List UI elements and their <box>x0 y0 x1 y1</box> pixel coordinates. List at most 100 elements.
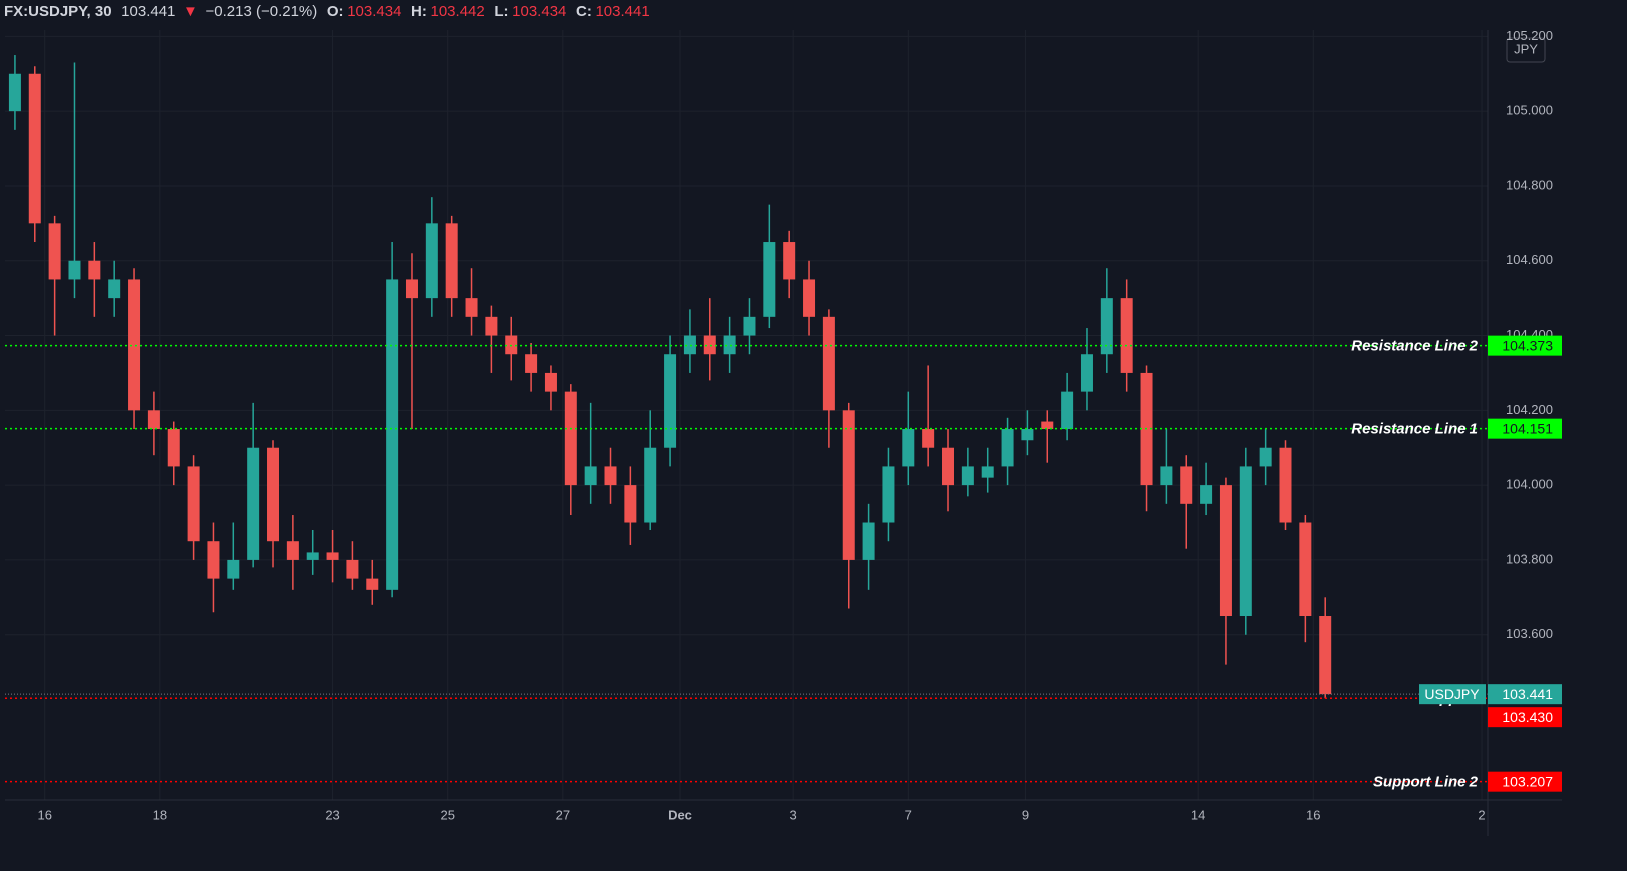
x-tick-label: 16 <box>37 807 51 822</box>
candle-body <box>267 447 280 542</box>
candle-body <box>564 391 577 486</box>
candle-body <box>1041 421 1054 430</box>
candle-body <box>644 447 657 523</box>
candle-body <box>405 279 418 299</box>
candle-body <box>683 335 696 355</box>
x-tick-label: 2 <box>1478 807 1485 822</box>
candle-body <box>1120 298 1133 373</box>
low-value: 103.434 <box>512 3 566 20</box>
high-label: H: <box>411 3 427 20</box>
level-price-box <box>1488 335 1562 356</box>
price-tag-name-box <box>1419 684 1486 705</box>
x-tick-label: 27 <box>556 807 570 822</box>
candle-body <box>147 410 160 430</box>
candle-body <box>445 223 458 299</box>
candle-body <box>862 522 875 560</box>
candle-body <box>822 316 835 411</box>
y-tick-label: 104.800 <box>1506 177 1553 192</box>
candle-body <box>961 466 974 486</box>
candle-body <box>544 372 557 392</box>
candle-body <box>525 354 538 373</box>
last-price: 103.441 <box>121 3 175 20</box>
open-value: 103.434 <box>347 3 401 20</box>
candle-body <box>584 466 597 486</box>
x-tick-label: 16 <box>1306 807 1320 822</box>
level-name: Support Line 2 <box>1373 774 1479 791</box>
candle-body <box>207 541 220 579</box>
candle-body <box>48 223 61 280</box>
price-tag-box <box>1488 684 1562 705</box>
candle-body <box>664 354 677 448</box>
candle-body <box>1299 522 1312 617</box>
x-tick-label: 23 <box>325 807 339 822</box>
candle-body <box>1219 485 1232 617</box>
price-tag-name: USDJPY <box>1424 686 1480 702</box>
plot-area <box>5 30 1488 800</box>
candle-body <box>902 429 915 467</box>
candle-body <box>425 223 438 299</box>
candle-body <box>1239 466 1252 617</box>
candle-body <box>1319 616 1332 695</box>
candle-body <box>326 552 339 560</box>
candle-body <box>8 73 21 112</box>
candle-body <box>1100 298 1113 355</box>
level-price-label: 104.373 <box>1502 337 1553 353</box>
candle-body <box>981 466 994 478</box>
level-price-box <box>1488 771 1562 792</box>
candle-body <box>1279 447 1292 523</box>
x-tick-label: Dec <box>668 807 692 822</box>
candle-body <box>386 279 399 590</box>
candle-body <box>88 260 101 280</box>
candle-body <box>227 559 240 579</box>
candle-body <box>723 335 736 355</box>
candle-body <box>68 260 81 280</box>
candle-body <box>842 410 855 560</box>
candle-body <box>128 279 141 411</box>
y-tick-label: 104.200 <box>1506 402 1553 417</box>
y-tick-label: 105.000 <box>1506 103 1553 118</box>
candle-body <box>28 73 41 224</box>
candle-body <box>187 466 200 542</box>
y-tick-label: 103.800 <box>1506 551 1553 566</box>
low-label: L: <box>494 3 508 20</box>
candle-body <box>1200 485 1213 504</box>
down-arrow: ▼ <box>183 3 198 20</box>
y-tick-label: 104.600 <box>1506 252 1553 267</box>
level-name: Resistance Line 2 <box>1351 338 1478 355</box>
level-price-label: 103.430 <box>1502 709 1553 725</box>
x-tick-label: 9 <box>1022 807 1029 822</box>
candle-body <box>763 242 776 317</box>
candle-body <box>604 466 617 486</box>
candle-body <box>286 541 299 560</box>
legend-header: FX:USDJPY, 30 103.441 ▼ −0.213 (−0.21%) … <box>4 3 650 20</box>
y-tick-label: 103.600 <box>1506 626 1553 641</box>
candle-body <box>346 559 359 579</box>
candle-body <box>1160 466 1173 486</box>
candle-body <box>922 429 935 448</box>
candle-body <box>1021 429 1034 441</box>
y-tick-label: 105.200 <box>1506 28 1553 43</box>
x-tick-label: 3 <box>790 807 797 822</box>
candle-body <box>485 316 498 336</box>
candle-body <box>465 298 478 317</box>
candle-body <box>1080 354 1093 392</box>
close-label: C: <box>576 3 592 20</box>
candle-body <box>108 279 121 299</box>
candle-body <box>1180 466 1193 504</box>
candle-body <box>703 335 716 355</box>
candle-body <box>1259 447 1272 467</box>
x-tick-label: 18 <box>153 807 167 822</box>
candle-body <box>1001 429 1014 467</box>
candle-body <box>247 447 260 560</box>
currency-label: JPY <box>1514 41 1538 56</box>
close-value: 103.441 <box>595 3 649 20</box>
candle-body <box>366 578 379 590</box>
candle-body <box>783 242 796 280</box>
level-price-label: 103.207 <box>1502 773 1553 789</box>
x-tick-label: 25 <box>440 807 454 822</box>
x-tick-label: 14 <box>1191 807 1205 822</box>
candle-body <box>306 552 319 560</box>
